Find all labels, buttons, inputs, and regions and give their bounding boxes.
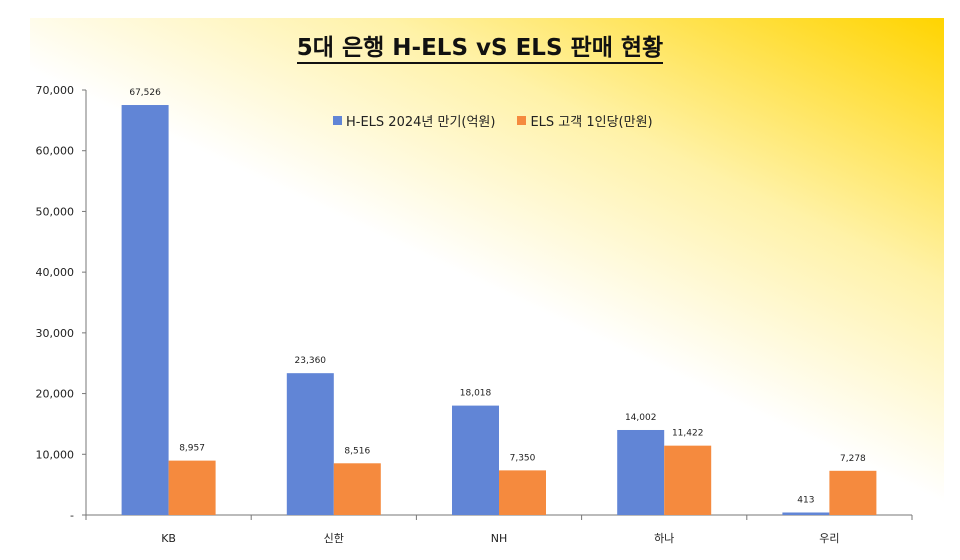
data-label: 14,002 [625,413,657,423]
y-tick-label: 70,000 [36,84,75,97]
legend-label-h-els: H-ELS 2024년 만기(억원) [346,115,496,130]
data-label: 11,422 [672,429,704,439]
category-label: 하나 [654,531,674,545]
legend-swatch-orange [517,116,527,125]
bar-h-els [617,429,665,515]
data-label: 23,360 [295,356,327,366]
y-tick-label: 60,000 [36,145,75,158]
chart-legend: H-ELS 2024년 만기(억원) ELS 고객 1인당(만원) [333,111,653,130]
data-label: 67,526 [129,88,161,98]
bar-els [829,470,877,515]
category-label: KB [161,532,176,545]
bar-els [664,445,712,515]
legend-item-h-els: H-ELS 2024년 만기(억원) [333,111,495,130]
legend-swatch-blue [333,116,342,125]
data-label: 7,350 [510,453,536,463]
bar-els [168,460,216,515]
data-label: 413 [797,495,814,505]
data-label: 7,278 [840,454,866,464]
chart-title: 5대 은행 H-ELS vS ELS 판매 현황 [0,28,960,64]
bar-els [333,463,381,515]
bar-h-els [782,512,830,515]
bar-h-els [121,105,169,515]
y-tick-label: 50,000 [36,205,75,218]
y-tick-label: 20,000 [36,388,75,401]
data-label: 8,957 [179,444,205,454]
category-label: 신한 [324,532,344,545]
bar-els [499,470,546,515]
y-tick-label: - [70,509,74,522]
bar-h-els [286,373,334,515]
bar-h-els [452,405,499,515]
y-tick-label: 40,000 [36,266,75,279]
category-label: 우리 [819,532,839,545]
data-label: 8,516 [344,446,370,456]
y-tick-label: 10,000 [36,448,75,461]
legend-item-els: ELS 고객 1인당(만원) [517,111,653,130]
category-label: NH [491,532,508,545]
legend-label-els: ELS 고객 1인당(만원) [530,115,653,130]
data-label: 18,018 [460,389,492,399]
y-tick-label: 30,000 [36,327,75,340]
